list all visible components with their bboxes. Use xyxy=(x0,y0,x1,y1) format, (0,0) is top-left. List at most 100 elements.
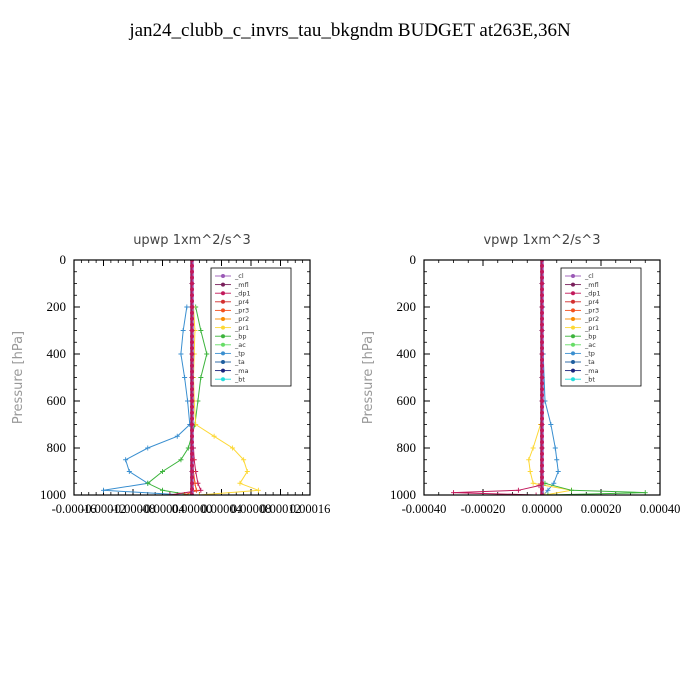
data-point xyxy=(533,492,539,495)
bundle-marker xyxy=(540,434,544,439)
bundle-marker xyxy=(190,334,194,339)
bundle-marker xyxy=(540,422,544,427)
bundle-marker xyxy=(540,287,544,292)
legend-entry: _ma xyxy=(584,367,599,375)
legend-marker xyxy=(571,334,575,339)
data-point xyxy=(198,328,204,333)
y-tick-label: 1000 xyxy=(40,487,66,502)
x-tick-label: -0.00020 xyxy=(461,502,506,516)
data-point xyxy=(193,487,199,493)
legend-entry: _mfl xyxy=(234,281,249,289)
bundle-marker xyxy=(540,475,544,480)
bundle-marker xyxy=(190,357,194,362)
legend-marker xyxy=(221,377,225,382)
data-point xyxy=(542,492,548,495)
bundle-marker xyxy=(540,369,544,374)
bundle-marker xyxy=(540,451,544,456)
bundle-marker xyxy=(190,399,194,403)
bundle-marker xyxy=(190,369,194,374)
bundle-marker xyxy=(540,322,544,327)
bundle-marker xyxy=(540,305,544,309)
bundle-marker xyxy=(190,263,194,268)
bundle-marker xyxy=(190,375,194,380)
y-tick-label: 600 xyxy=(397,393,417,408)
legend-marker xyxy=(221,274,225,278)
data-point xyxy=(530,480,536,486)
data-point xyxy=(198,487,204,493)
data-point xyxy=(545,487,551,493)
y-tick-label: 400 xyxy=(47,346,67,361)
legend-marker xyxy=(221,360,225,364)
y-tick-label: 0 xyxy=(410,252,417,267)
bundle-marker xyxy=(540,269,544,274)
x-tick-label: 0.00040 xyxy=(640,502,681,516)
data-point xyxy=(101,487,106,493)
legend-marker xyxy=(221,351,225,356)
x-tick-label: 0.00012 xyxy=(260,502,301,516)
bundle-marker xyxy=(190,387,194,392)
panel-title: vpwp 1xm^2/s^3 xyxy=(483,233,600,248)
x-tick-label: -0.00008 xyxy=(111,502,156,516)
y-axis-label: Pressure [hPa] xyxy=(11,331,26,424)
data-point xyxy=(160,469,165,474)
bundle-marker xyxy=(190,410,194,415)
bundle-marker xyxy=(540,263,544,268)
bundle-marker xyxy=(540,293,544,298)
bundle-marker xyxy=(190,346,194,351)
data-point xyxy=(255,487,261,493)
data-point xyxy=(552,445,558,451)
y-axis-label: Pressure [hPa] xyxy=(361,331,376,424)
bundle-marker xyxy=(190,393,194,398)
bundle-marker xyxy=(540,404,544,409)
legend-entry: _pr2 xyxy=(234,315,249,323)
bundle-marker xyxy=(190,428,194,433)
legend-marker xyxy=(571,274,575,278)
data-point xyxy=(642,490,648,495)
legend-entry: _ac xyxy=(584,341,596,349)
legend-marker xyxy=(571,291,575,296)
data-point xyxy=(182,492,188,495)
x-tick-label: 0.00020 xyxy=(581,502,622,516)
legend-marker xyxy=(571,377,575,382)
y-tick-label: 200 xyxy=(47,299,67,314)
legend-entry: _cl xyxy=(234,272,244,280)
bundle-marker xyxy=(190,404,194,409)
x-tick-label: -0.00040 xyxy=(402,502,447,516)
data-point xyxy=(211,433,217,439)
bundle-marker xyxy=(190,299,194,304)
legend-marker xyxy=(221,291,225,296)
bundle-marker xyxy=(540,410,544,415)
bundle-marker xyxy=(190,475,194,480)
bundle-marker xyxy=(190,440,194,445)
data-point xyxy=(241,457,247,463)
bundle-marker xyxy=(190,422,194,427)
legend: _cl_mfl_dp1_pr4_pr3_pr2_pr1_bp_ac_tp_ta_… xyxy=(210,267,292,387)
data-point xyxy=(180,328,186,333)
legend-entry: _mfl xyxy=(584,281,599,289)
data-point xyxy=(204,351,210,357)
bundle-marker xyxy=(540,457,544,462)
bundle-marker xyxy=(540,299,544,304)
bundle-marker xyxy=(190,340,194,345)
bundle-marker xyxy=(540,281,544,286)
bundle-marker xyxy=(540,363,544,368)
legend-entry: _bp xyxy=(584,332,597,340)
data-point xyxy=(198,375,204,380)
x-tick-label: 0.00000 xyxy=(522,502,563,516)
bundle-marker xyxy=(540,310,544,315)
legend-entry: _ac xyxy=(234,341,246,349)
bundle-marker xyxy=(190,469,194,474)
legend-entry: _pr1 xyxy=(584,324,599,332)
legend-entry: _pr4 xyxy=(234,298,249,306)
data-point xyxy=(178,457,184,463)
bundle-marker xyxy=(190,322,194,327)
data-point xyxy=(244,469,250,474)
legend-entry: _bp xyxy=(234,332,247,340)
x-tick-label: -0.00016 xyxy=(52,502,97,516)
series-line-tp xyxy=(103,306,191,495)
bundle-marker xyxy=(540,387,544,392)
legend-entry: _tp xyxy=(234,350,245,358)
bundle-marker xyxy=(540,375,544,380)
legend-marker xyxy=(571,360,575,364)
legend-entry: _pr3 xyxy=(234,307,249,315)
